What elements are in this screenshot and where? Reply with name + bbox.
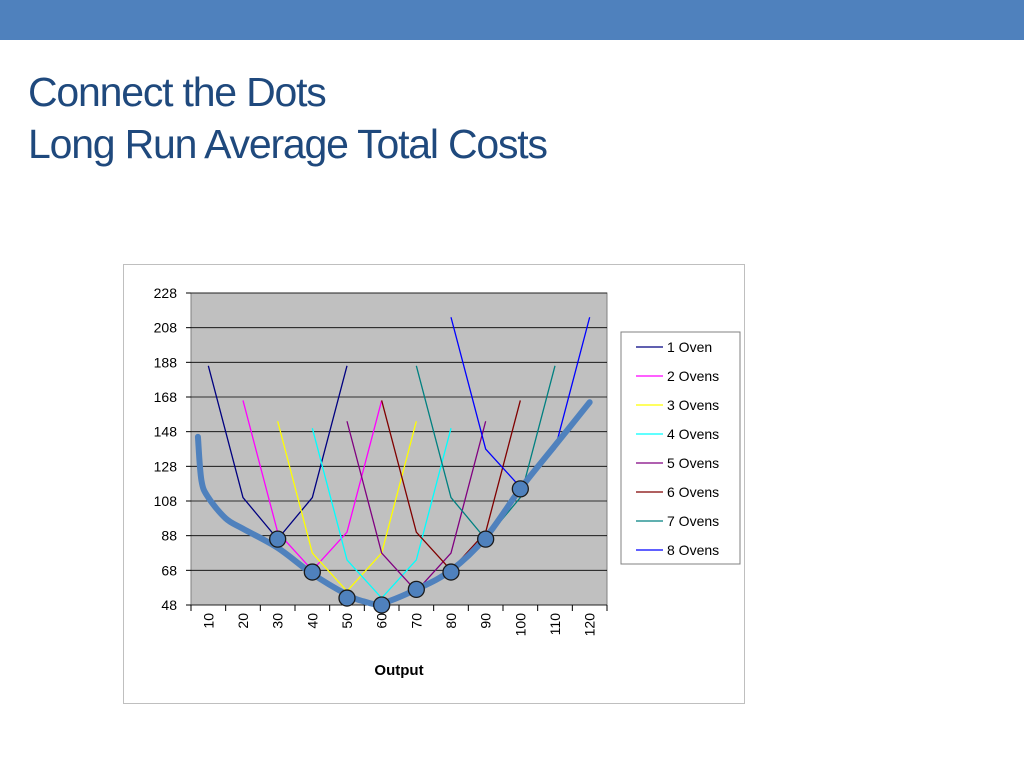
legend-label: 2 Ovens: [667, 368, 719, 384]
slide-title-line-1: Connect the Dots: [28, 69, 327, 115]
y-tick-label: 228: [154, 285, 178, 301]
x-tick-label: 30: [270, 613, 286, 629]
minimum-point-dot: [407, 580, 425, 599]
y-tick-label: 108: [154, 493, 178, 509]
legend-label: 1 Oven: [667, 339, 712, 355]
legend-label: 4 Ovens: [667, 426, 719, 442]
minimum-point-dot: [477, 530, 495, 548]
x-tick-label: 70: [408, 613, 424, 629]
legend-box: [620, 331, 741, 565]
x-tick-label: 10: [200, 613, 216, 629]
minimum-point-dot: [373, 596, 391, 614]
x-tick-label: 100: [512, 613, 528, 637]
minimum-point-dot: [338, 589, 356, 607]
minimum-point-dot: [303, 563, 321, 581]
slide-title-line-2: Long Run Average Total Costs: [28, 121, 548, 167]
minimum-point-dot: [442, 563, 460, 581]
legend-label: 3 Ovens: [667, 397, 719, 413]
x-tick-label: 20: [235, 613, 251, 629]
x-tick-label: 60: [374, 613, 390, 629]
minimum-point-dot: [511, 480, 529, 498]
y-tick-label: 188: [154, 354, 178, 370]
y-tick-label: 88: [161, 528, 177, 544]
top-accent-bar: [0, 0, 1024, 40]
y-tick-label: 128: [154, 458, 178, 474]
y-tick-label: 48: [161, 597, 177, 613]
y-tick-label: 68: [161, 562, 177, 578]
x-tick-label: 50: [339, 613, 355, 629]
lratc-chart: 48 68 88 108 128 148 168 188 208 228 10 20 30 40 50 60 7…: [154, 285, 741, 679]
x-tick-label: 90: [478, 613, 494, 629]
slide-title: Connect the Dots Long Run Average Total …: [28, 66, 548, 170]
plot-area: [190, 292, 608, 606]
chart-frame: 48 68 88 108 128 148 168 188 208 228 10 20 30 40 50 60 7…: [123, 264, 745, 704]
x-tick-label: 120: [582, 613, 598, 637]
y-tick-label: 148: [154, 424, 178, 440]
y-tick-label: 208: [154, 320, 178, 336]
x-tick-label: 110: [547, 613, 563, 636]
legend-label: 6 Ovens: [667, 484, 719, 500]
x-tick-label: 80: [443, 613, 459, 629]
legend-label: 8 Ovens: [667, 542, 719, 558]
x-tick-label: 40: [304, 613, 320, 629]
lratc-curve: [194, 399, 593, 608]
legend-label: 7 Ovens: [667, 513, 719, 529]
y-tick-label: 168: [154, 389, 178, 405]
minimum-point-dot: [269, 530, 287, 548]
legend-label: 5 Ovens: [667, 455, 719, 471]
x-axis-title: Output: [374, 662, 423, 679]
